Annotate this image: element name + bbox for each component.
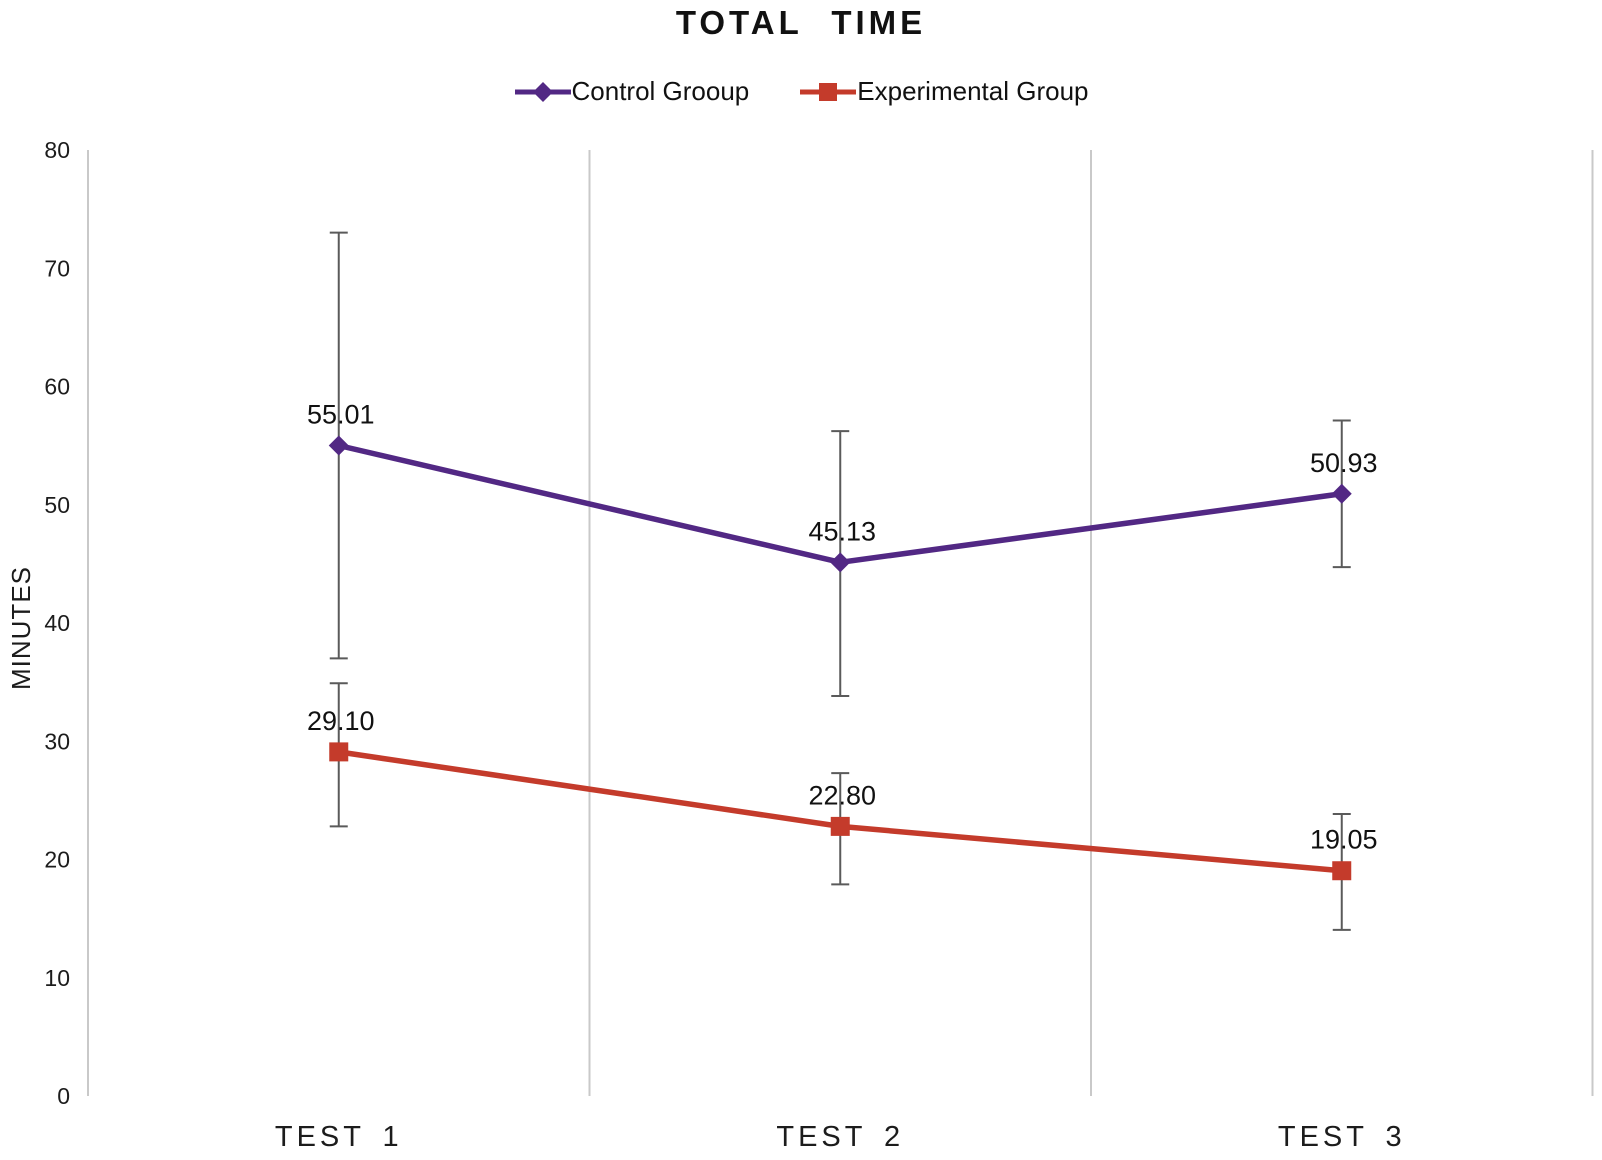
chart-title: TOTAL TIME [675, 4, 927, 41]
x-category-label: TEST 3 [1278, 1121, 1406, 1153]
experimental-group-data-label: 29.10 [307, 706, 375, 736]
y-tick-label: 50 [44, 492, 70, 518]
y-tick-label: 60 [44, 374, 70, 400]
y-tick-label: 80 [44, 137, 70, 163]
y-tick-label: 0 [57, 1083, 70, 1109]
control-grooup-marker [328, 435, 349, 456]
control-grooup-data-label: 45.13 [808, 516, 876, 546]
control-grooup-data-label: 55.01 [307, 400, 375, 430]
experimental-group-data-label: 19.05 [1310, 825, 1378, 855]
y-tick-label: 70 [44, 255, 70, 281]
experimental-group-marker [329, 742, 349, 762]
legend-label-control-grooup: Control Grooup [571, 76, 750, 106]
legend-label-experimental-group: Experimental Group [857, 76, 1089, 106]
experimental-group-line-square-icon [800, 82, 857, 101]
experimental-group-data-label: 22.80 [808, 780, 876, 810]
legend-item-control-grooup: Control Grooup [514, 76, 750, 107]
experimental-group-marker [830, 816, 850, 836]
y-tick-label: 40 [44, 610, 70, 636]
y-tick-label: 20 [44, 847, 70, 873]
legend-item-experimental-group: Experimental Group [799, 76, 1089, 107]
legend: Control Grooup Experimental Group [0, 76, 1602, 107]
y-tick-label: 10 [44, 965, 70, 991]
control-grooup-marker [1331, 483, 1352, 504]
control-grooup-line-diamond-icon [514, 81, 571, 102]
x-category-label: TEST 1 [275, 1121, 403, 1153]
control-grooup-data-label: 50.93 [1310, 448, 1378, 478]
x-category-label: TEST 2 [776, 1121, 904, 1153]
control-grooup-marker [830, 552, 851, 573]
y-tick-label: 30 [44, 728, 70, 754]
y-axis-title: MINUTES [6, 566, 36, 690]
experimental-group-marker [1332, 861, 1352, 881]
